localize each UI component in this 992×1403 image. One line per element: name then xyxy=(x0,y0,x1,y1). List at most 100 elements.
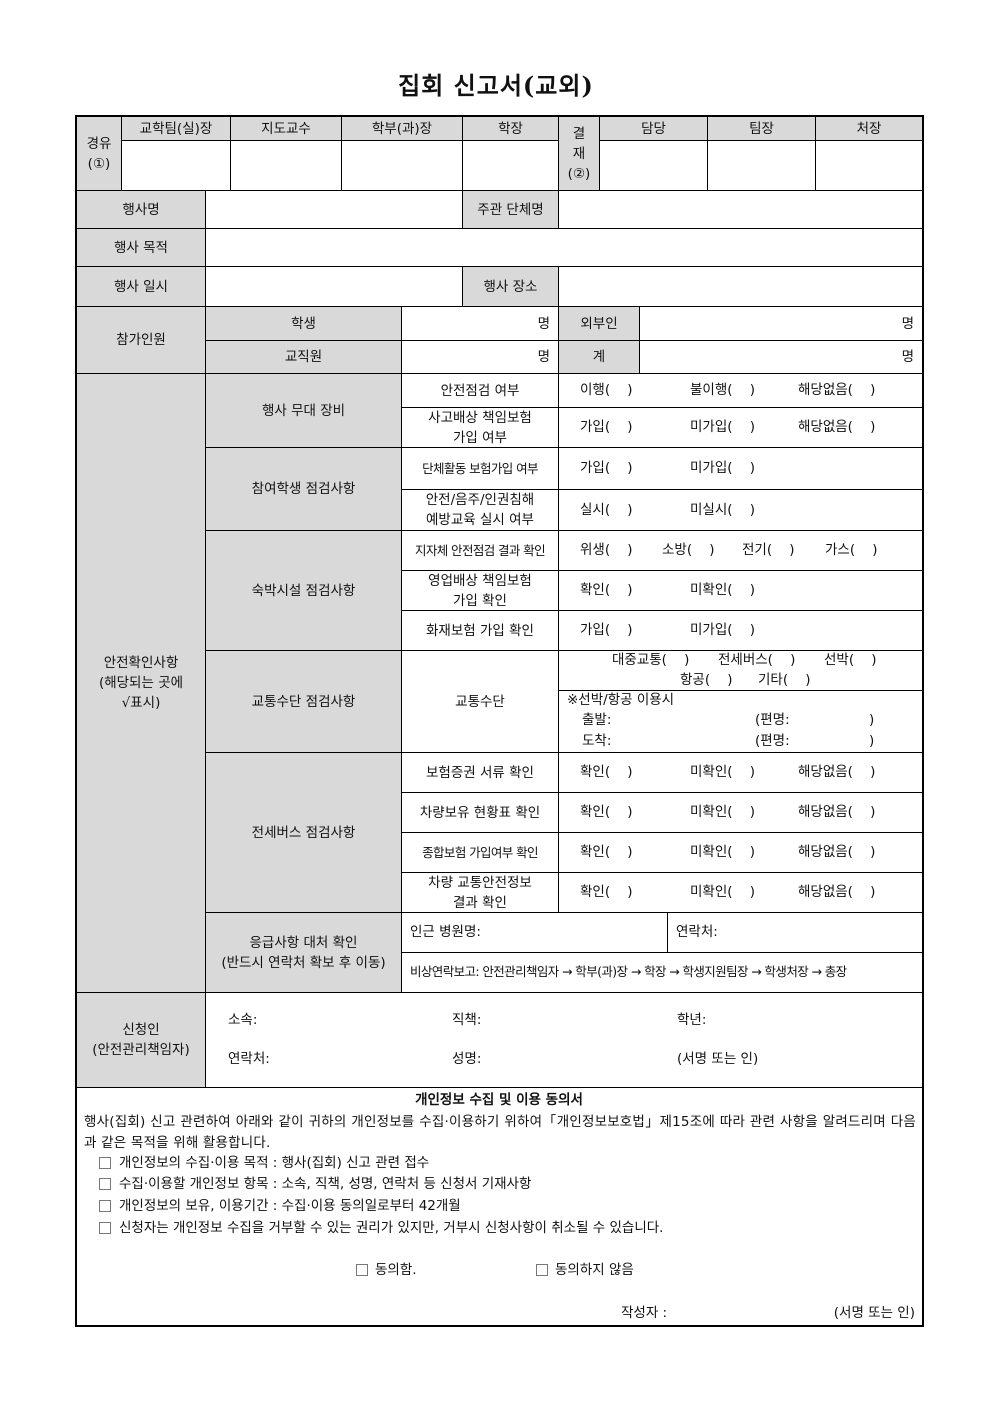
position-field[interactable]: 직책: xyxy=(452,1012,482,1028)
option-checkbox[interactable]: 미확인( ) xyxy=(690,844,755,860)
transport-note: ※선박/항공 이용시 xyxy=(567,692,675,708)
approval-label: 결 재 (②) xyxy=(558,116,600,191)
page-title: 집회 신고서(교외) xyxy=(398,71,594,100)
option-checkbox[interactable]: 실시( ) xyxy=(580,501,633,518)
via-signature-box[interactable] xyxy=(121,140,231,191)
option-checkbox[interactable]: 해당없음( ) xyxy=(798,884,876,900)
transport-option-checkbox[interactable]: 선박( ) xyxy=(824,652,877,668)
option-checkbox[interactable]: 소방( ) xyxy=(662,542,715,558)
staff-count-field[interactable]: 명 xyxy=(401,340,559,374)
event-purpose-label: 행사 목적 xyxy=(76,228,206,267)
transport-option-checkbox[interactable]: 항공( ) xyxy=(680,672,733,688)
option-checkbox[interactable]: 미가입( ) xyxy=(690,622,755,638)
option-checkbox[interactable]: 미확인( ) xyxy=(690,804,755,820)
option-checkbox[interactable]: 해당없음( ) xyxy=(798,764,876,780)
agree-checkbox[interactable] xyxy=(356,1264,368,1276)
total-count-field[interactable]: 명 xyxy=(639,340,923,374)
emergency-label-label: 응급사항 대처 확인 (반드시 연락처 확보 후 이동) xyxy=(221,934,386,971)
via-column-header-label: 교학팀(실)장 xyxy=(139,120,213,137)
approval-signature-box[interactable] xyxy=(707,140,816,191)
option-checkbox[interactable]: 확인( ) xyxy=(580,844,633,860)
via-column-header: 학부(과)장 xyxy=(341,116,463,141)
event-name-field[interactable] xyxy=(205,190,463,229)
option-checkbox[interactable]: 확인( ) xyxy=(580,764,633,780)
safety-item-options-cell xyxy=(558,832,923,873)
via-column-header: 지도교수 xyxy=(230,116,342,141)
host-org-label-label: 주관 단체명 xyxy=(477,201,544,218)
safety-item-label-label: 화재보험 가입 확인 xyxy=(426,622,534,639)
privacy-item-checkbox[interactable] xyxy=(99,1157,111,1169)
approval-signature-box[interactable] xyxy=(815,140,923,191)
via-label: 경유 (①) xyxy=(76,116,122,191)
option-checkbox[interactable]: 위생( ) xyxy=(580,542,633,558)
option-checkbox[interactable]: 가입( ) xyxy=(580,419,633,435)
option-checkbox[interactable]: 불이행( ) xyxy=(690,382,755,398)
option-checkbox[interactable]: 해당없음( ) xyxy=(798,804,876,820)
option-checkbox[interactable]: 가입( ) xyxy=(580,460,633,476)
event-place-field[interactable] xyxy=(558,266,923,307)
agree-label[interactable]: 동의함. xyxy=(375,1262,417,1278)
via-label-label: 경유 (①) xyxy=(86,135,112,172)
safety-item-label-label: 지자체 안전점검 결과 확인 xyxy=(414,542,546,558)
option-checkbox[interactable]: 미실시( ) xyxy=(690,501,755,518)
option-checkbox[interactable]: 가입( ) xyxy=(580,622,633,638)
option-checkbox[interactable]: 이행( ) xyxy=(580,382,633,398)
students-count-field[interactable]: 명 xyxy=(401,306,559,341)
privacy-item-checkbox[interactable] xyxy=(99,1222,111,1234)
signature-field[interactable]: (서명 또는 인) xyxy=(677,1051,759,1067)
departure-field[interactable]: 출발: xyxy=(582,712,612,728)
option-checkbox[interactable]: 확인( ) xyxy=(580,582,633,598)
via-column-header-label: 학부(과)장 xyxy=(371,120,433,137)
safety-group-label-label: 교통수단 점검사항 xyxy=(251,693,356,710)
event-datetime-label: 행사 일시 xyxy=(76,266,206,307)
safety-item-options-cell xyxy=(558,407,923,448)
transport-option-checkbox[interactable]: 기타( ) xyxy=(758,672,811,688)
hospital-contact-field[interactable] xyxy=(667,912,923,953)
affiliation-field[interactable]: 소속: xyxy=(228,1012,258,1028)
via-signature-box[interactable] xyxy=(230,140,342,191)
disagree-label[interactable]: 동의하지 않음 xyxy=(555,1262,634,1278)
option-checkbox[interactable]: 미확인( ) xyxy=(690,884,755,900)
writer-signature-field[interactable]: (서명 또는 인) xyxy=(833,1305,915,1321)
option-checkbox[interactable]: 해당없음( ) xyxy=(798,382,876,398)
grade-field[interactable]: 학년: xyxy=(677,1012,707,1028)
event-name-label-label: 행사명 xyxy=(122,201,160,218)
option-checkbox[interactable]: 미확인( ) xyxy=(690,764,755,780)
disagree-checkbox[interactable] xyxy=(536,1264,548,1276)
host-org-field[interactable] xyxy=(558,190,923,229)
via-column-header: 학장 xyxy=(462,116,559,141)
via-signature-box[interactable] xyxy=(462,140,559,191)
event-purpose-field[interactable] xyxy=(205,228,923,267)
via-signature-box[interactable] xyxy=(341,140,463,191)
transport-option-checkbox[interactable]: 전세버스( ) xyxy=(718,652,796,668)
contact-field[interactable]: 연락처: xyxy=(228,1051,270,1067)
option-checkbox[interactable]: 해당없음( ) xyxy=(798,844,876,860)
paren-close: ) xyxy=(869,733,875,749)
privacy-item: 개인정보의 보유, 이용기간 : 수집·이용 동의일로부터 42개월 xyxy=(119,1198,461,1214)
option-checkbox[interactable]: 가스( ) xyxy=(825,542,878,558)
transport-options-cell xyxy=(558,650,923,691)
privacy-item-checkbox[interactable] xyxy=(99,1178,111,1190)
approval-signature-box[interactable] xyxy=(599,140,708,191)
option-checkbox[interactable]: 미가입( ) xyxy=(690,419,755,435)
privacy-item: 신청자는 개인정보 수집을 거부할 수 있는 권리가 있지만, 거부시 신청사항… xyxy=(119,1220,664,1236)
arrival-field[interactable]: 도착: xyxy=(582,733,612,749)
students-label-label: 학생 xyxy=(291,315,316,332)
host-org-label: 주관 단체명 xyxy=(462,190,559,229)
privacy-item: 개인정보의 수집·이용 목적 : 행사(집회) 신고 관련 접수 xyxy=(119,1155,430,1171)
safety-group-label: 숙박시설 점검사항 xyxy=(205,530,402,651)
option-checkbox[interactable]: 전기( ) xyxy=(742,542,795,558)
option-checkbox[interactable]: 해당없음( ) xyxy=(798,419,876,435)
event-datetime-field[interactable] xyxy=(205,266,463,307)
option-checkbox[interactable]: 확인( ) xyxy=(580,804,633,820)
name-field[interactable]: 성명: xyxy=(452,1051,482,1067)
safety-group-label-label: 참여학생 점검사항 xyxy=(251,481,356,497)
option-checkbox[interactable]: 확인( ) xyxy=(580,884,633,900)
option-checkbox[interactable]: 미확인( ) xyxy=(690,582,755,598)
privacy-item-checkbox[interactable] xyxy=(99,1200,111,1212)
transport-option-checkbox[interactable]: 대중교통( ) xyxy=(612,652,690,668)
safety-item-options-cell xyxy=(558,489,923,531)
option-checkbox[interactable]: 미가입( ) xyxy=(690,460,755,476)
outsiders-count-field[interactable]: 명 xyxy=(639,306,923,341)
unit-label: 명 xyxy=(901,349,914,365)
